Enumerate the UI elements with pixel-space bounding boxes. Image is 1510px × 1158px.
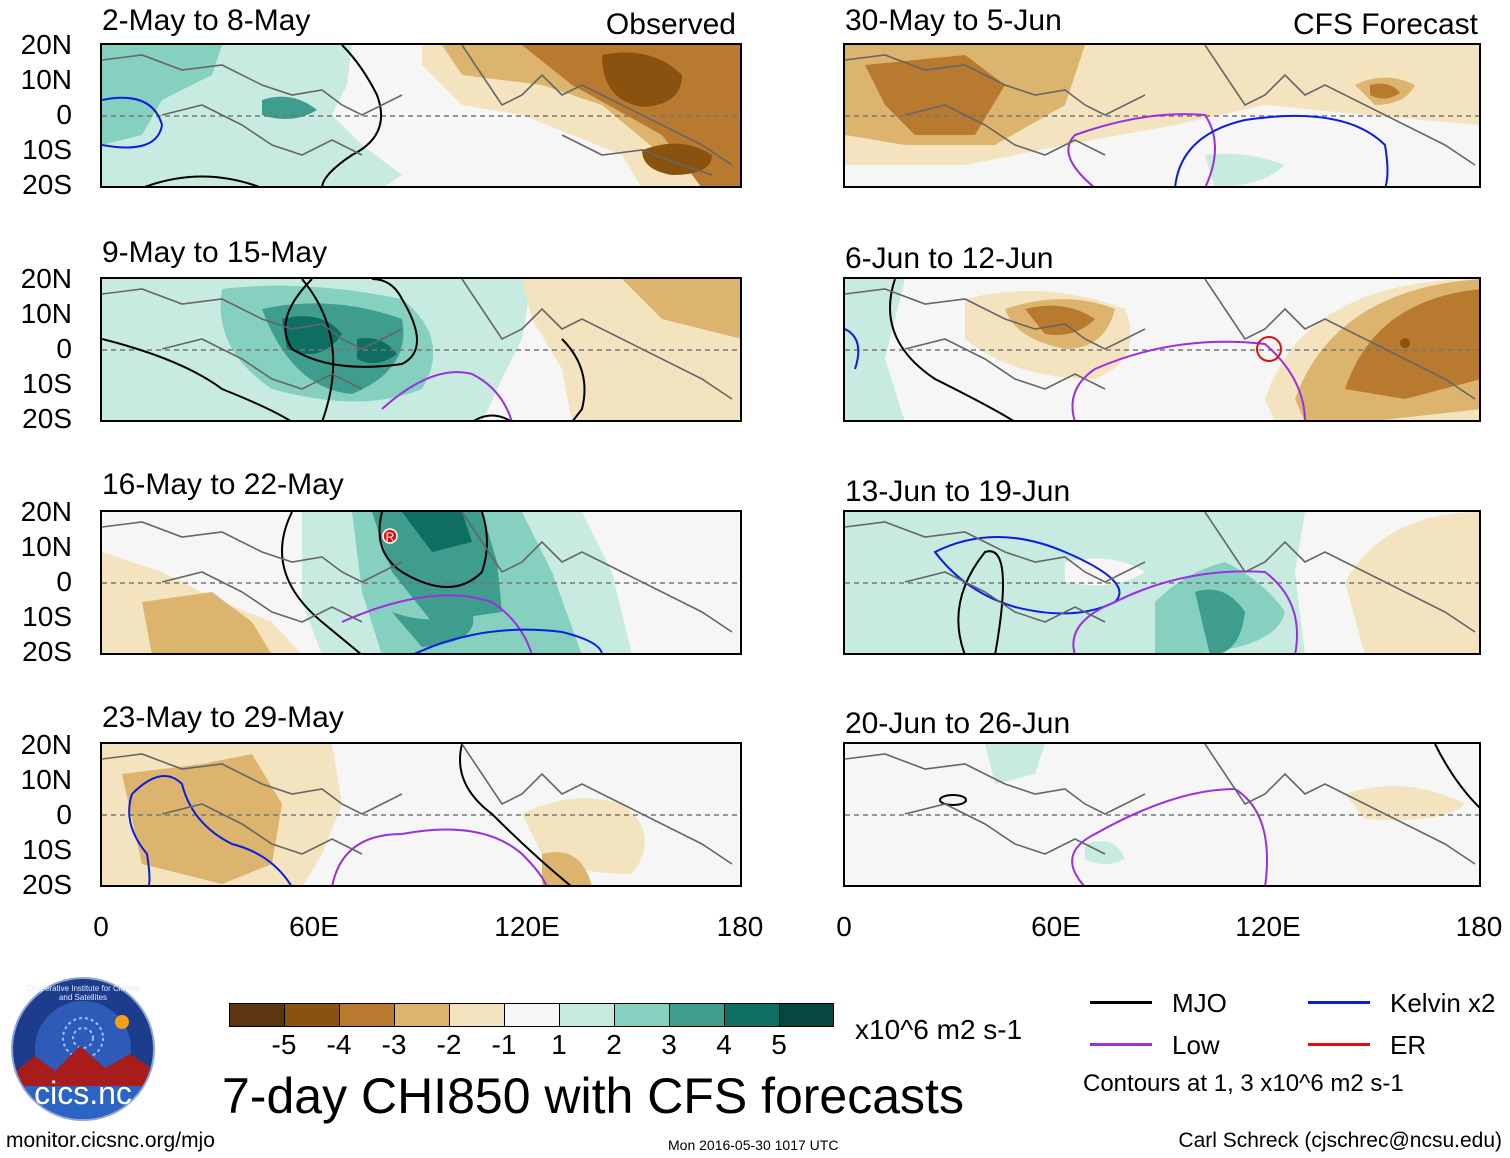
y-label: 10S bbox=[22, 834, 72, 865]
x-label: 0 bbox=[93, 911, 109, 942]
map-fc2 bbox=[843, 277, 1481, 422]
y-label: 20N bbox=[20, 496, 72, 527]
y-label: 0 bbox=[56, 799, 72, 830]
y-label: 20S bbox=[22, 869, 72, 900]
colorbar-swatch bbox=[394, 1003, 450, 1027]
x-label: 180 bbox=[1455, 911, 1503, 942]
panel-title-fc4: 20-Jun to 26-Jun bbox=[845, 707, 1071, 740]
map-fc3 bbox=[843, 510, 1481, 655]
y-label: 0 bbox=[56, 566, 72, 597]
panel-title-obs4: 23-May to 29-May bbox=[102, 701, 344, 734]
y-label: 20N bbox=[20, 263, 72, 294]
colorbar-swatch bbox=[229, 1003, 285, 1027]
cicsnc-logo: Cooperative Institute for Climate and Sa… bbox=[10, 976, 156, 1122]
colorbar-swatch bbox=[559, 1003, 615, 1027]
colorbar-label: 3 bbox=[661, 1029, 677, 1060]
colorbar-label: -4 bbox=[326, 1029, 352, 1060]
legend-kelvin-label: Kelvin x2 bbox=[1390, 988, 1496, 1018]
colorbar-label: -3 bbox=[381, 1029, 407, 1060]
panel-title-fc3: 13-Jun to 19-Jun bbox=[845, 475, 1071, 508]
map-obs2 bbox=[100, 277, 742, 422]
colorbar-label: -2 bbox=[436, 1029, 462, 1060]
cfs-forecast-label: CFS Forecast bbox=[1292, 8, 1478, 41]
colorbar-swatch bbox=[339, 1003, 395, 1027]
colorbar-label: -1 bbox=[491, 1029, 517, 1060]
y-label: 20N bbox=[20, 29, 72, 60]
colorbar-units: x10^6 m2 s-1 bbox=[855, 1014, 1023, 1045]
y-label: 10S bbox=[22, 601, 72, 632]
colorbar-label: 5 bbox=[771, 1029, 787, 1060]
y-label: 20S bbox=[22, 403, 72, 434]
panel-title-obs3: 16-May to 22-May bbox=[102, 468, 344, 501]
colorbar-label: -5 bbox=[271, 1029, 297, 1060]
y-label: 10N bbox=[20, 298, 72, 329]
footer-timestamp: Mon 2016-05-30 1017 UTC bbox=[668, 1137, 839, 1153]
y-label: 0 bbox=[56, 333, 72, 364]
colorbar-swatch bbox=[779, 1003, 834, 1027]
map-fc1 bbox=[843, 43, 1481, 188]
colorbar-swatch bbox=[614, 1003, 670, 1027]
map-fc4 bbox=[843, 742, 1481, 887]
footer-author[interactable]: Carl Schreck (cjschrec@ncsu.edu) bbox=[1178, 1129, 1502, 1152]
colorbar-swatch bbox=[504, 1003, 560, 1027]
panel-title-fc1: 30-May to 5-Jun bbox=[845, 4, 1062, 37]
map-obs4 bbox=[100, 742, 742, 887]
y-label: 20N bbox=[20, 729, 72, 760]
logo-ring-text: Cooperative Institute for Climate and Sa… bbox=[25, 984, 141, 1002]
x-label: 120E bbox=[1235, 911, 1301, 942]
legend-mjo-swatch bbox=[1090, 1001, 1152, 1004]
x-label: 60E bbox=[1031, 911, 1081, 942]
x-label: 180 bbox=[716, 911, 764, 942]
x-label: 0 bbox=[836, 911, 852, 942]
colorbar-label: 4 bbox=[716, 1029, 732, 1060]
y-label: 0 bbox=[56, 99, 72, 130]
legend-mjo-label: MJO bbox=[1172, 988, 1227, 1018]
panel-title-fc2: 6-Jun to 12-Jun bbox=[845, 242, 1054, 275]
colorbar-swatch bbox=[724, 1003, 780, 1027]
y-label: 10N bbox=[20, 64, 72, 95]
y-label: 10N bbox=[20, 764, 72, 795]
y-label: 20S bbox=[22, 169, 72, 200]
colorbar-swatch bbox=[284, 1003, 340, 1027]
colorbar-swatch bbox=[449, 1003, 505, 1027]
footer-url[interactable]: monitor.cicsnc.org/mjo bbox=[6, 1129, 215, 1152]
legend-er-label: ER bbox=[1390, 1030, 1427, 1060]
colorbar-label: 1 bbox=[551, 1029, 567, 1060]
x-label: 120E bbox=[494, 911, 560, 942]
er-marker-label: R bbox=[386, 530, 395, 544]
colorbar-label: 2 bbox=[606, 1029, 622, 1060]
legend-low-label: Low bbox=[1172, 1030, 1220, 1060]
colorbar-swatch bbox=[669, 1003, 725, 1027]
y-label: 20S bbox=[22, 636, 72, 667]
legend-low-swatch bbox=[1090, 1043, 1152, 1046]
logo-text: cics.nc bbox=[34, 1075, 132, 1111]
y-label: 10N bbox=[20, 531, 72, 562]
x-label: 60E bbox=[289, 911, 339, 942]
map-obs1 bbox=[100, 43, 742, 188]
legend-note: Contours at 1, 3 x10^6 m2 s-1 bbox=[1083, 1070, 1404, 1097]
legend-er-swatch bbox=[1308, 1043, 1370, 1046]
panel-title-obs1: 2-May to 8-May bbox=[102, 4, 311, 37]
figure-title: 7-day CHI850 with CFS forecasts bbox=[222, 1068, 964, 1124]
map-obs3: R bbox=[100, 510, 742, 655]
legend-kelvin-swatch bbox=[1308, 1001, 1370, 1004]
observed-label: Observed bbox=[605, 8, 736, 41]
er-marker bbox=[382, 528, 398, 544]
y-label: 10S bbox=[22, 134, 72, 165]
y-label: 10S bbox=[22, 368, 72, 399]
panel-title-obs2: 9-May to 15-May bbox=[102, 236, 328, 269]
